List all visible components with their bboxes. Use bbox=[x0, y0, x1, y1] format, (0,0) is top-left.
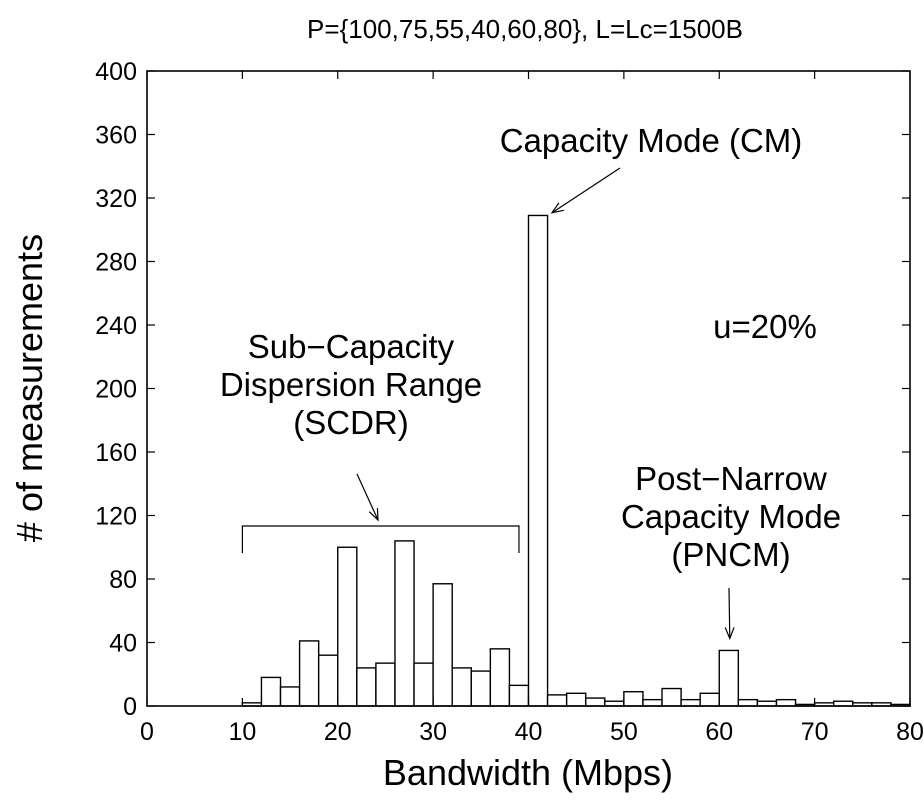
chart-title: P={100,75,55,40,60,80}, L=Lc=1500B bbox=[307, 14, 743, 44]
bar-58 bbox=[699, 692, 720, 707]
pncm-label-line: Post−Narrow bbox=[635, 460, 827, 497]
bar-54 bbox=[661, 687, 682, 707]
bar-28 bbox=[413, 662, 434, 707]
bar-52 bbox=[642, 698, 663, 707]
y-tick-label: 200 bbox=[95, 376, 137, 404]
bar-22 bbox=[356, 667, 377, 707]
pncm-arrow bbox=[728, 587, 731, 639]
bar-30 bbox=[432, 583, 453, 707]
y-tick-label: 120 bbox=[95, 503, 137, 531]
bar-38 bbox=[508, 684, 530, 707]
bar-26 bbox=[394, 540, 415, 707]
bar-46 bbox=[585, 697, 606, 707]
y-tick-label: 240 bbox=[95, 312, 137, 340]
x-tick-label: 70 bbox=[801, 718, 829, 746]
bar-24 bbox=[375, 662, 396, 707]
bar-50 bbox=[623, 691, 644, 707]
y-tick-label: 320 bbox=[95, 185, 137, 213]
y-tick-label: 0 bbox=[123, 693, 137, 721]
y-tick-label: 280 bbox=[95, 249, 137, 277]
cm-arrow-head bbox=[550, 202, 564, 214]
y-tick-label: 400 bbox=[95, 58, 137, 86]
scdr-arrow bbox=[356, 473, 379, 521]
bar-20 bbox=[337, 546, 358, 707]
bar-44 bbox=[565, 692, 587, 707]
bar-16 bbox=[298, 640, 320, 707]
x-tick-label: 60 bbox=[705, 718, 733, 746]
pncm-label-line: Capacity Mode bbox=[621, 498, 841, 535]
scdr-arrow-head bbox=[368, 507, 379, 522]
bar-40 bbox=[527, 214, 549, 707]
scdr-bracket bbox=[241, 525, 520, 553]
bar-12 bbox=[260, 676, 282, 707]
bar-18 bbox=[317, 654, 339, 707]
bar-36 bbox=[489, 648, 511, 707]
pncm-label-line: (PNCM) bbox=[671, 536, 790, 573]
bar-34 bbox=[470, 670, 492, 707]
cm-arrow bbox=[551, 167, 621, 214]
x-tick-label: 0 bbox=[140, 718, 154, 746]
y-tick-label: 160 bbox=[95, 439, 137, 467]
y-axis-ticks: 0 40 80 120 160 200 240 280 320 360 400 bbox=[95, 58, 910, 721]
bar-66 bbox=[775, 698, 797, 707]
x-tick-label: 10 bbox=[228, 718, 256, 746]
utilization-label-line: u=20% bbox=[713, 308, 817, 345]
x-axis-label: Bandwidth (Mbps) bbox=[383, 752, 673, 793]
bar-32 bbox=[451, 667, 472, 707]
y-tick-label: 80 bbox=[109, 566, 137, 594]
x-tick-label: 50 bbox=[610, 718, 638, 746]
bar-60 bbox=[718, 649, 740, 707]
scdr-label-line: Dispersion Range bbox=[220, 366, 482, 403]
y-axis-label: # of measurements bbox=[9, 234, 50, 542]
annotations-group: Capacity Mode (CM) u=20% Sub−CapacityDispe… bbox=[220, 122, 841, 641]
scdr-label-line: Sub−Capacity bbox=[248, 328, 455, 365]
y-tick-label: 40 bbox=[109, 630, 137, 658]
x-tick-label: 20 bbox=[324, 718, 352, 746]
scdr-label-line: (SCDR) bbox=[293, 404, 408, 441]
x-tick-label: 80 bbox=[896, 718, 924, 746]
x-axis-ticks: 0 10 20 30 40 50 60 70 80 bbox=[140, 71, 924, 746]
bar-62 bbox=[737, 698, 759, 707]
bars-group bbox=[241, 214, 911, 707]
x-tick-label: 30 bbox=[419, 718, 447, 746]
bar-42 bbox=[546, 694, 568, 707]
y-tick-label: 360 bbox=[95, 122, 137, 150]
bar-56 bbox=[680, 698, 701, 707]
x-tick-label: 40 bbox=[515, 718, 543, 746]
pncm-arrow-head bbox=[724, 627, 735, 641]
cm-label-line: Capacity Mode (CM) bbox=[500, 122, 803, 159]
bar-14 bbox=[279, 686, 301, 707]
